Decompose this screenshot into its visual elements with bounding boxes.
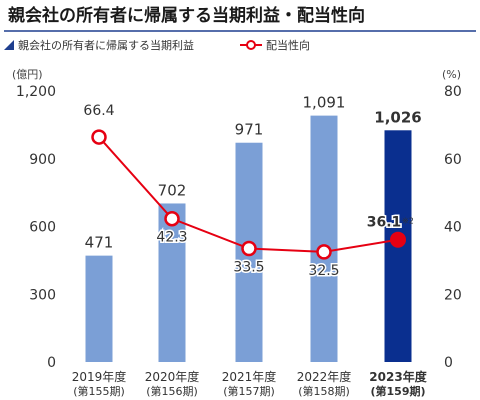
payout-value-label: 66.4 (83, 103, 114, 119)
bars (85, 115, 412, 362)
bar-value-label: 1,091 (303, 94, 346, 112)
bar-3 (310, 115, 338, 362)
x-axis-labels: 2019年度(第155期) 2020年度(第156期) 2021年度(第157期) 2… (72, 369, 428, 398)
payout-value-labels: 66.4 42.3 33.5 32.5 36.1 ※2 (83, 103, 414, 280)
footnote-marker: ※2 (402, 217, 414, 226)
legend-bar-label: 親会社の所有者に帰属する当期利益 (18, 38, 194, 52)
legend-line-marker (246, 40, 256, 50)
x-label-term: (第157期) (223, 384, 275, 398)
bar-0 (85, 255, 113, 362)
x-label-year: 2020年度 (145, 369, 200, 384)
payout-point (390, 231, 406, 248)
bar-value-label: 471 (85, 234, 114, 252)
right-tick-label: 0 (444, 355, 453, 371)
legend-bar-swatch (4, 40, 14, 50)
right-tick-label: 80 (444, 84, 462, 100)
payout-value-label: 36.1 (367, 215, 402, 231)
left-axis-ticks: 0 300 600 900 1,200 (16, 84, 56, 371)
x-label-year: 2023年度 (369, 369, 427, 384)
x-label-term: (第158期) (298, 384, 350, 398)
left-tick-label: 900 (29, 152, 56, 168)
chart-title: 親会社の所有者に帰属する当期利益・配当性向 (8, 5, 365, 26)
left-tick-label: 300 (29, 287, 56, 303)
left-tick-label: 600 (29, 220, 56, 236)
right-tick-label: 60 (444, 152, 462, 168)
right-tick-label: 20 (444, 287, 462, 303)
payout-point (241, 240, 257, 257)
bar-1 (158, 203, 186, 362)
bar-value-label: 1,026 (374, 108, 421, 126)
bar-value-label: 971 (235, 121, 264, 139)
x-label-year: 2022年度 (297, 369, 352, 384)
legend: 親会社の所有者に帰属する当期利益 配当性向 (4, 38, 310, 52)
left-tick-label: 0 (47, 355, 56, 371)
left-axis-unit: (億円) (12, 68, 43, 81)
x-label-term: (第156期) (146, 384, 198, 398)
payout-point (91, 129, 107, 145)
payout-value-label: 33.5 (233, 260, 264, 276)
payout-line (91, 129, 406, 260)
legend-line-label: 配当性向 (266, 38, 310, 52)
x-label-year: 2019年度 (72, 369, 127, 384)
left-tick-label: 1,200 (16, 84, 56, 100)
payout-value-label: 32.5 (308, 263, 339, 279)
bar-value-label: 702 (158, 181, 187, 199)
bar-value-labels: 471 702 971 1,091 1,026 (85, 94, 422, 252)
x-label-year: 2021年度 (222, 369, 277, 384)
x-label-term: (第159期) (370, 384, 425, 398)
payout-point (316, 244, 332, 260)
x-label-term: (第155期) (73, 384, 125, 398)
right-axis-unit: (%) (442, 68, 461, 81)
payout-point (164, 210, 180, 227)
right-axis-ticks: 0 20 40 60 80 (444, 84, 462, 371)
payout-value-label: 42.3 (156, 230, 187, 246)
right-tick-label: 40 (444, 220, 462, 236)
